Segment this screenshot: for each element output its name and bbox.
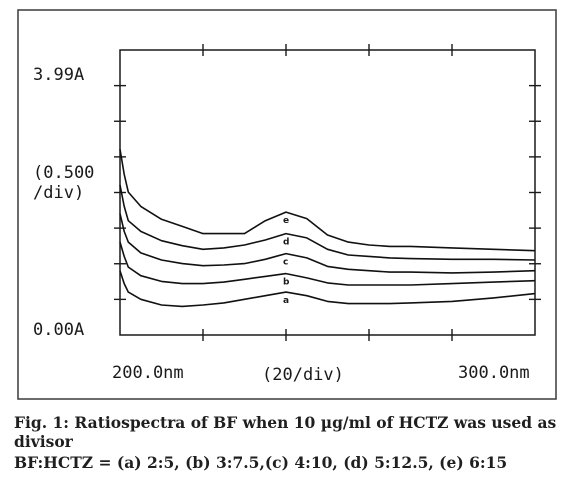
series-line-d (119, 184, 536, 261)
series-label-b: b (283, 278, 290, 288)
series-line-b (119, 241, 536, 286)
series-line-e (119, 149, 536, 252)
y-bottom-label: 0.00A (33, 320, 84, 340)
axis-ticks (114, 44, 541, 341)
plot-frame (119, 49, 536, 336)
caption-line-1: Fig. 1: Ratiospectra of BF when 10 µg/ml… (14, 413, 557, 451)
series-label-d: d (283, 238, 289, 248)
chart: 3.99A (0.500 /div) 0.00A 200.0nm (20/div… (17, 9, 557, 400)
chart-outer-frame (17, 9, 557, 400)
series-label-c: c (283, 258, 288, 268)
series-label-a: a (283, 296, 289, 306)
y-scale-label-2: /div) (33, 183, 84, 203)
y-scale-label-1: (0.500 (33, 163, 94, 183)
series-line-a (119, 270, 536, 308)
chart-svg: 3.99A (0.500 /div) 0.00A 200.0nm (20/div… (17, 9, 557, 400)
y-top-label: 3.99A (33, 65, 84, 85)
series-line-c (119, 213, 536, 274)
figure-caption: Fig. 1: Ratiospectra of BF when 10 µg/ml… (14, 413, 560, 472)
x-center-label: (20/div) (262, 365, 344, 385)
x-right-label: 300.0nm (458, 363, 530, 383)
series-label-e: e (283, 216, 289, 226)
x-left-label: 200.0nm (112, 363, 184, 383)
caption-line-2: BF:HCTZ = (a) 2:5, (b) 3:7.5,(c) 4:10, (… (14, 453, 508, 472)
